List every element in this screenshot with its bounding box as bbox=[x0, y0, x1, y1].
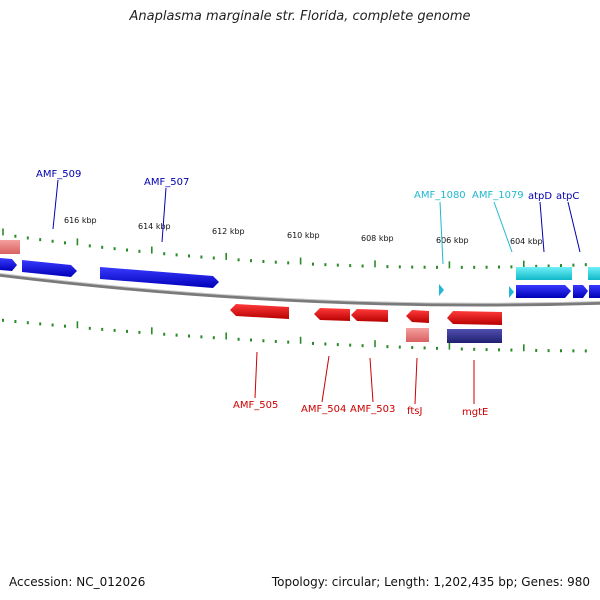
gene-label[interactable]: atpD bbox=[528, 191, 552, 202]
gene-feature[interactable] bbox=[589, 285, 600, 298]
gene-feature[interactable] bbox=[314, 308, 350, 321]
misc-feature[interactable] bbox=[447, 329, 502, 343]
gene-label[interactable]: AMF_1080 bbox=[414, 190, 466, 201]
gene-label[interactable]: AMF_507 bbox=[144, 177, 189, 188]
reverse-features bbox=[0, 240, 502, 343]
tick-label: 604 kbp bbox=[510, 237, 543, 246]
pseudo-feature[interactable] bbox=[406, 328, 429, 342]
tick-label: 610 kbp bbox=[287, 231, 320, 240]
inner-tick-track bbox=[2, 318, 587, 353]
gene-feature[interactable] bbox=[230, 304, 289, 319]
gene-label[interactable]: AMF_504 bbox=[301, 404, 346, 415]
gene-feature[interactable] bbox=[22, 260, 77, 277]
gene-label[interactable]: AMF_509 bbox=[36, 169, 81, 180]
gene-label[interactable]: atpC bbox=[556, 191, 579, 202]
tick-label: 614 kbp bbox=[138, 222, 171, 231]
tick-label: 612 kbp bbox=[212, 227, 245, 236]
gene-feature[interactable] bbox=[406, 310, 429, 323]
genome-summary-text: Topology: circular; Length: 1,202,435 bp… bbox=[271, 575, 590, 589]
gene-label[interactable]: AMF_505 bbox=[233, 400, 278, 411]
genome-backbone-highlight bbox=[0, 273, 600, 304]
gene-feature[interactable] bbox=[439, 284, 444, 296]
gene-feature[interactable] bbox=[509, 286, 514, 298]
rna-feature[interactable] bbox=[588, 267, 600, 280]
outer-tick-track bbox=[2, 228, 587, 269]
gene-feature[interactable] bbox=[351, 309, 388, 322]
tick-labels: 616 kbp 614 kbp 612 kbp 610 kbp 608 kbp … bbox=[64, 216, 543, 246]
label-leaders bbox=[52, 179, 581, 405]
gene-feature[interactable] bbox=[100, 267, 219, 288]
gene-labels: AMF_509 AMF_507 AMF_1080 AMF_1079 atpD a… bbox=[36, 169, 579, 418]
accession-text: Accession: NC_012026 bbox=[9, 575, 146, 589]
gene-feature[interactable] bbox=[516, 285, 571, 298]
gene-label[interactable]: AMF_1079 bbox=[472, 190, 524, 201]
gene-label[interactable]: ftsJ bbox=[407, 406, 422, 417]
tick-label: 606 kbp bbox=[436, 236, 469, 245]
pseudo-feature[interactable] bbox=[0, 240, 20, 254]
gene-feature[interactable] bbox=[0, 258, 17, 271]
gene-label[interactable]: mgtE bbox=[462, 407, 488, 418]
genome-backbone bbox=[0, 273, 600, 307]
gene-feature[interactable] bbox=[447, 311, 502, 325]
tick-label: 616 kbp bbox=[64, 216, 97, 225]
gene-label[interactable]: AMF_503 bbox=[350, 404, 395, 415]
tick-label: 608 kbp bbox=[361, 234, 394, 243]
map-title: Anaplasma marginale str. Florida, comple… bbox=[129, 9, 471, 24]
forward-features bbox=[0, 258, 600, 298]
gene-feature[interactable] bbox=[573, 285, 588, 298]
rna-feature[interactable] bbox=[516, 267, 572, 280]
